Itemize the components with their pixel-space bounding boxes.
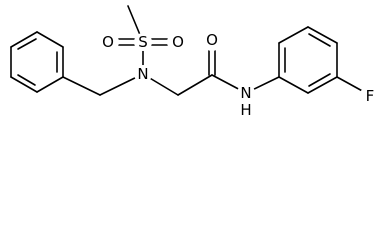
label-bg bbox=[101, 33, 119, 51]
atom-labels: S O O N O N H F bbox=[101, 31, 378, 119]
bond bbox=[62, 76, 101, 96]
bond bbox=[10, 31, 38, 48]
bond bbox=[17, 38, 37, 50]
atom-label: N bbox=[240, 84, 251, 102]
bond bbox=[307, 76, 338, 94]
bond bbox=[308, 33, 331, 47]
bond bbox=[36, 76, 64, 93]
bond bbox=[307, 26, 338, 44]
label-bg bbox=[237, 84, 255, 102]
atom-label: O bbox=[102, 33, 114, 51]
bond bbox=[278, 76, 309, 94]
bond bbox=[177, 74, 213, 96]
atom-label: O bbox=[172, 33, 184, 51]
bond bbox=[308, 73, 331, 87]
label-bg bbox=[167, 33, 185, 51]
atom-label: O bbox=[206, 31, 218, 49]
atom-label: F bbox=[366, 87, 375, 105]
atom-label: H bbox=[240, 101, 251, 119]
bond bbox=[10, 76, 38, 93]
atom-label: N bbox=[137, 65, 148, 83]
label-bg bbox=[134, 65, 152, 83]
atom-label: S bbox=[138, 33, 148, 51]
bonds bbox=[10, 5, 367, 96]
bond bbox=[336, 76, 367, 94]
bond bbox=[17, 74, 36, 86]
bond bbox=[36, 31, 64, 48]
label-bg bbox=[360, 86, 378, 104]
molecule-diagram: S O O N O N H F bbox=[10, 5, 378, 119]
bond bbox=[278, 26, 309, 44]
label-bg bbox=[203, 33, 221, 51]
label-bg bbox=[134, 33, 152, 51]
